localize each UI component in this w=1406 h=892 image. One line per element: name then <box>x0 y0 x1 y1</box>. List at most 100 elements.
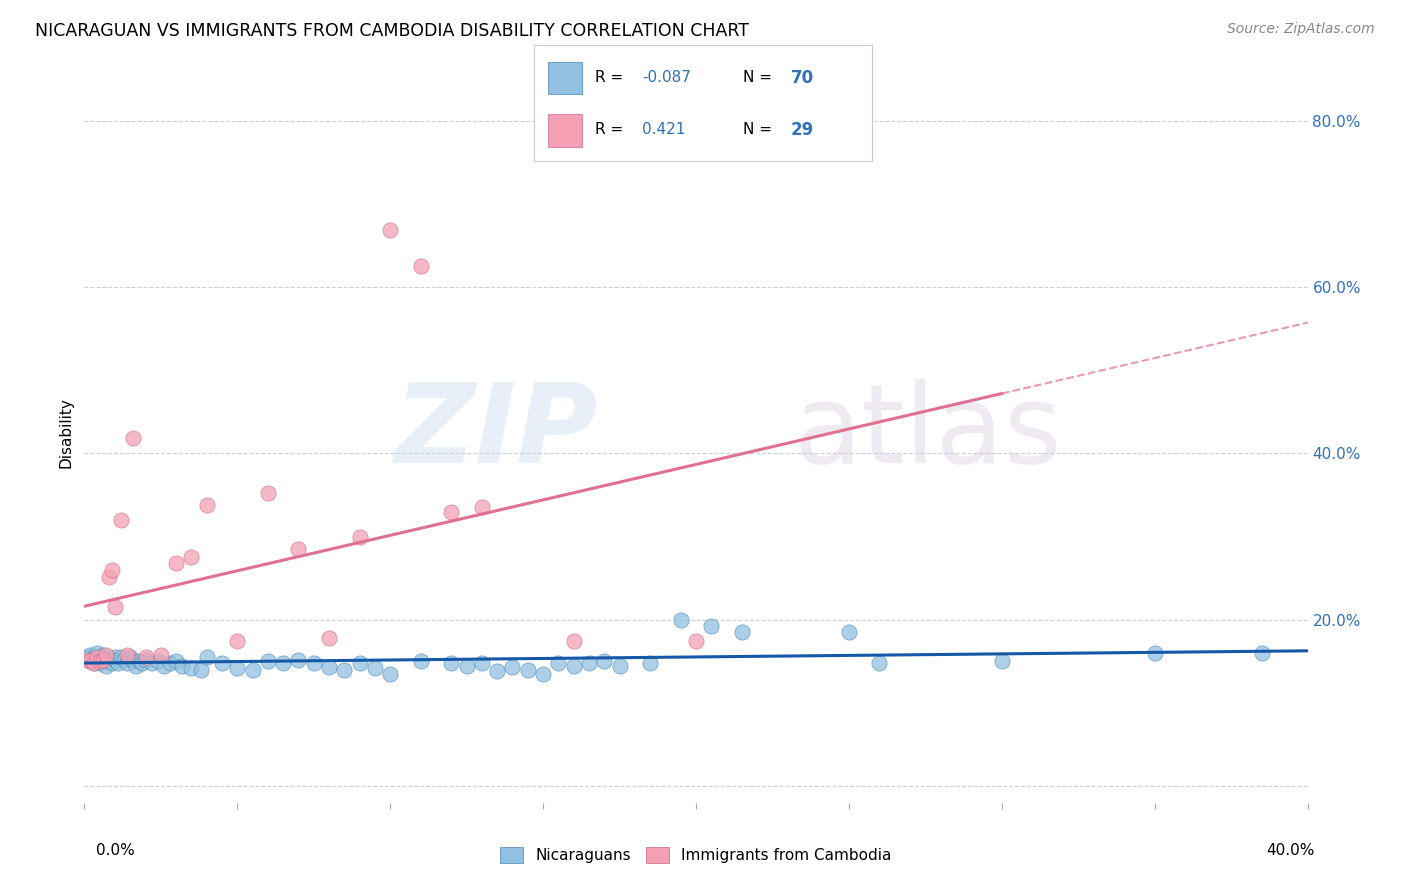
Point <box>638 656 661 670</box>
Text: ZIP: ZIP <box>395 379 598 486</box>
Bar <box>548 62 582 95</box>
Point <box>562 633 585 648</box>
Point <box>257 654 280 668</box>
Point <box>120 650 142 665</box>
Text: N =: N = <box>744 122 772 137</box>
Point <box>471 656 494 670</box>
Point <box>159 656 181 670</box>
Point <box>128 654 150 668</box>
Point <box>1250 646 1272 660</box>
Text: R =: R = <box>595 70 623 85</box>
Point <box>991 654 1014 668</box>
Point <box>211 656 233 670</box>
Text: 70: 70 <box>790 69 814 87</box>
Point <box>838 625 860 640</box>
Bar <box>548 114 582 146</box>
Point <box>609 658 631 673</box>
Point <box>110 650 132 665</box>
Point <box>110 513 132 527</box>
Point <box>578 656 600 670</box>
Point <box>190 663 212 677</box>
Point <box>94 658 117 673</box>
Point <box>226 633 249 648</box>
Point <box>83 650 105 665</box>
Point <box>153 658 176 673</box>
Point <box>562 658 585 673</box>
Point <box>486 665 509 679</box>
Point <box>1143 646 1166 660</box>
Point <box>869 656 891 670</box>
Point <box>79 654 101 668</box>
Point <box>302 656 325 670</box>
Point <box>700 619 723 633</box>
Point <box>409 259 432 273</box>
Point <box>333 663 356 677</box>
Text: Source: ZipAtlas.com: Source: ZipAtlas.com <box>1227 22 1375 37</box>
Point <box>471 500 494 515</box>
Point <box>104 650 127 665</box>
Point <box>83 656 105 670</box>
Text: -0.087: -0.087 <box>643 70 692 85</box>
Point <box>349 656 371 670</box>
Point <box>685 633 707 648</box>
Point <box>593 654 616 668</box>
Point <box>86 650 108 665</box>
Point <box>318 631 340 645</box>
Point <box>89 656 111 670</box>
Point <box>149 648 172 662</box>
Point <box>89 650 111 665</box>
Point <box>271 656 294 670</box>
Text: NICARAGUAN VS IMMIGRANTS FROM CAMBODIA DISABILITY CORRELATION CHART: NICARAGUAN VS IMMIGRANTS FROM CAMBODIA D… <box>35 22 749 40</box>
Point <box>257 486 280 500</box>
Point <box>195 650 218 665</box>
Point <box>502 660 524 674</box>
Point <box>380 666 402 681</box>
Point <box>79 648 101 662</box>
Point <box>122 432 145 446</box>
Text: atlas: atlas <box>794 379 1063 486</box>
Point <box>731 625 754 640</box>
Point <box>364 661 387 675</box>
Point <box>440 656 463 670</box>
Point <box>89 654 111 668</box>
Point <box>94 652 117 666</box>
Point <box>76 650 98 665</box>
Point <box>135 650 157 665</box>
Point <box>547 656 569 670</box>
Text: 0.421: 0.421 <box>643 122 686 137</box>
Point <box>531 666 554 681</box>
Point <box>86 646 108 660</box>
Point <box>172 658 194 673</box>
Point <box>91 654 114 668</box>
Point <box>115 648 138 662</box>
Point <box>146 654 169 668</box>
Point <box>180 661 202 675</box>
Point <box>91 648 114 662</box>
Point <box>135 653 157 667</box>
Text: N =: N = <box>744 70 772 85</box>
Point <box>86 653 108 667</box>
Point <box>112 653 135 667</box>
Point <box>380 223 402 237</box>
Point <box>669 613 692 627</box>
Text: 40.0%: 40.0% <box>1267 843 1315 858</box>
Point <box>94 648 117 662</box>
Point <box>79 654 101 668</box>
Text: R =: R = <box>595 122 623 137</box>
Point <box>242 663 264 677</box>
Point <box>97 654 120 668</box>
Point <box>107 656 129 670</box>
Point <box>122 654 145 668</box>
Point <box>104 653 127 667</box>
Point <box>91 653 114 667</box>
Point <box>287 653 309 667</box>
Point <box>76 653 98 667</box>
Point <box>440 505 463 519</box>
Text: 0.0%: 0.0% <box>96 843 135 858</box>
Point <box>141 656 163 670</box>
Point <box>195 498 218 512</box>
Point <box>349 530 371 544</box>
Point <box>131 656 153 670</box>
Point <box>180 550 202 565</box>
Point <box>287 542 309 557</box>
